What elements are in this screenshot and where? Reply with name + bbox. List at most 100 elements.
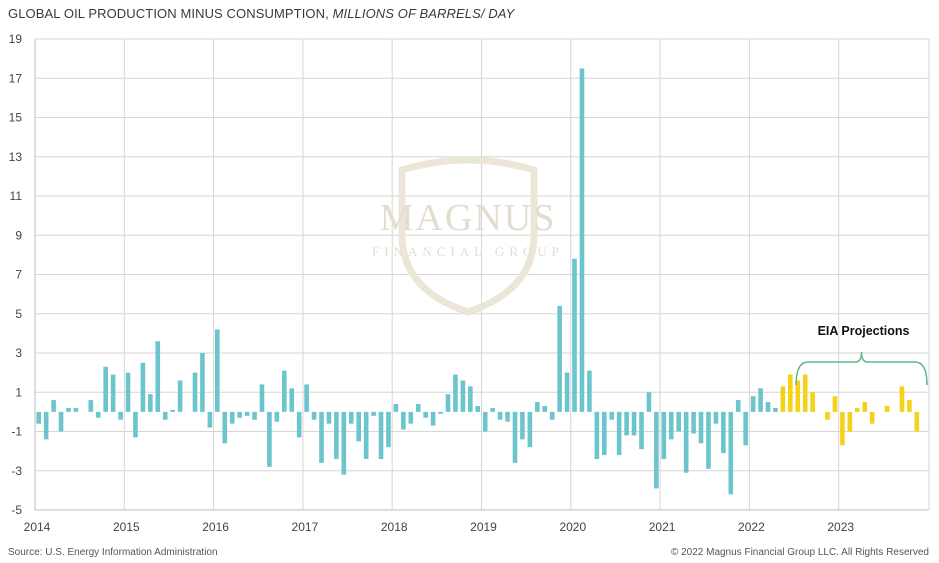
- actual-bar: [252, 411, 257, 420]
- chart-title-units: MILLIONS OF BARRELS/ DAY: [332, 6, 515, 21]
- actual-bar: [706, 411, 711, 469]
- actual-bar: [88, 400, 94, 412]
- actual-bar: [401, 411, 406, 430]
- actual-bar: [505, 411, 510, 422]
- actual-bar: [36, 411, 42, 424]
- actual-bar: [572, 258, 577, 412]
- actual-bar: [654, 411, 659, 489]
- projection-bar: [855, 407, 860, 412]
- projection-bar: [869, 411, 875, 424]
- actual-bar: [386, 411, 391, 448]
- y-tick-label: -1: [11, 425, 22, 439]
- actual-bar: [468, 386, 473, 412]
- actual-bar: [296, 411, 302, 438]
- actual-bar: [624, 411, 629, 436]
- actual-bar: [281, 370, 287, 412]
- actual-bar: [445, 394, 451, 412]
- actual-bar: [601, 411, 607, 456]
- actual-bar: [267, 411, 272, 467]
- x-tick-label: 2018: [381, 520, 408, 534]
- actual-bar: [177, 380, 183, 412]
- projection-label: EIA Projections: [818, 324, 910, 338]
- actual-bar: [616, 411, 622, 456]
- actual-bar: [341, 411, 347, 475]
- projection-bar: [832, 396, 838, 412]
- projection-bar: [810, 392, 815, 412]
- actual-bar: [527, 411, 533, 448]
- chart-title-main: GLOBAL OIL PRODUCTION MINUS CONSUMPTION,: [8, 6, 333, 21]
- actual-bar: [743, 411, 748, 446]
- y-tick-label: -5: [11, 503, 22, 517]
- x-tick-label: 2015: [113, 520, 140, 534]
- actual-bar: [683, 411, 689, 473]
- actual-bar: [490, 407, 495, 412]
- y-tick-label: 11: [10, 189, 23, 203]
- watermark-shield-icon: [398, 156, 538, 316]
- actual-bar: [564, 372, 570, 412]
- actual-bar: [713, 411, 719, 424]
- actual-bar: [430, 411, 436, 426]
- actual-bar: [423, 411, 428, 418]
- actual-bar: [162, 411, 168, 420]
- actual-bar: [103, 366, 108, 412]
- y-tick-label: 1: [15, 385, 22, 399]
- actual-bar: [475, 405, 481, 412]
- actual-bar: [66, 407, 71, 412]
- x-tick-label: 2014: [24, 520, 51, 534]
- actual-bar: [58, 411, 64, 432]
- copyright-note: © 2022 Magnus Financial Group LLC. All R…: [670, 547, 929, 558]
- actual-bar: [438, 411, 443, 414]
- actual-bar: [207, 411, 213, 428]
- actual-bar: [594, 411, 600, 459]
- actual-bar: [363, 411, 369, 459]
- actual-bar: [639, 411, 644, 450]
- bar-series: [36, 68, 920, 495]
- actual-bar: [631, 411, 637, 436]
- actual-bar: [773, 407, 778, 412]
- actual-bar: [415, 404, 421, 412]
- y-tick-label: 9: [15, 228, 22, 242]
- projection-bar: [862, 402, 868, 412]
- actual-bar: [43, 411, 49, 440]
- actual-bar: [348, 411, 354, 424]
- actual-bar: [125, 372, 131, 412]
- projection-bar: [899, 386, 905, 412]
- actual-bar: [192, 372, 198, 412]
- actual-bar: [244, 411, 250, 416]
- actual-bar: [133, 411, 138, 438]
- actual-bar: [319, 411, 324, 463]
- y-tick-label: 7: [15, 268, 22, 282]
- projection-bar: [825, 411, 830, 420]
- y-tick-label: 3: [15, 346, 22, 360]
- actual-bar: [497, 411, 503, 420]
- actual-bar: [140, 362, 146, 412]
- actual-bar: [51, 400, 56, 412]
- projection-bar: [840, 411, 845, 446]
- projection-bar: [884, 405, 890, 412]
- actual-bar: [549, 411, 555, 420]
- actual-bar: [215, 329, 220, 412]
- actual-bar: [579, 68, 585, 412]
- actual-bar: [200, 353, 205, 412]
- actual-bar: [557, 305, 562, 412]
- actual-bar: [73, 407, 79, 412]
- actual-bar: [311, 411, 317, 420]
- actual-bar: [170, 409, 175, 412]
- actual-bar: [587, 370, 592, 412]
- actual-bar: [750, 396, 756, 412]
- eia-projection-annotation: EIA Projections: [795, 324, 928, 386]
- actual-bar: [274, 411, 280, 422]
- actual-bar: [229, 411, 235, 424]
- actual-bar: [378, 411, 384, 459]
- projection-bar: [788, 374, 793, 412]
- actual-bar: [408, 411, 414, 424]
- actual-bar: [453, 374, 458, 412]
- actual-bar: [222, 411, 228, 444]
- actual-bar: [609, 411, 615, 420]
- x-tick-label: 2021: [649, 520, 676, 534]
- actual-bar: [668, 411, 674, 440]
- y-tick-label: 15: [9, 111, 23, 125]
- actual-bar: [512, 411, 518, 463]
- y-tick-label: 19: [9, 32, 23, 46]
